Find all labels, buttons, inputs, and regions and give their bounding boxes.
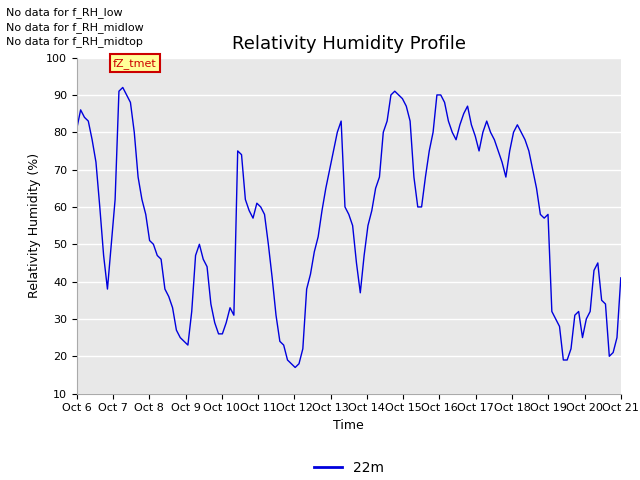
Y-axis label: Relativity Humidity (%): Relativity Humidity (%) bbox=[28, 153, 40, 298]
X-axis label: Time: Time bbox=[333, 419, 364, 432]
Legend: 22m: 22m bbox=[308, 456, 389, 480]
Text: No data for f_RH_midlow: No data for f_RH_midlow bbox=[6, 22, 144, 33]
Text: fZ_tmet: fZ_tmet bbox=[113, 58, 157, 69]
Text: No data for f_RH_low: No data for f_RH_low bbox=[6, 7, 123, 18]
Title: Relativity Humidity Profile: Relativity Humidity Profile bbox=[232, 35, 466, 53]
Text: No data for f_RH_midtop: No data for f_RH_midtop bbox=[6, 36, 143, 47]
